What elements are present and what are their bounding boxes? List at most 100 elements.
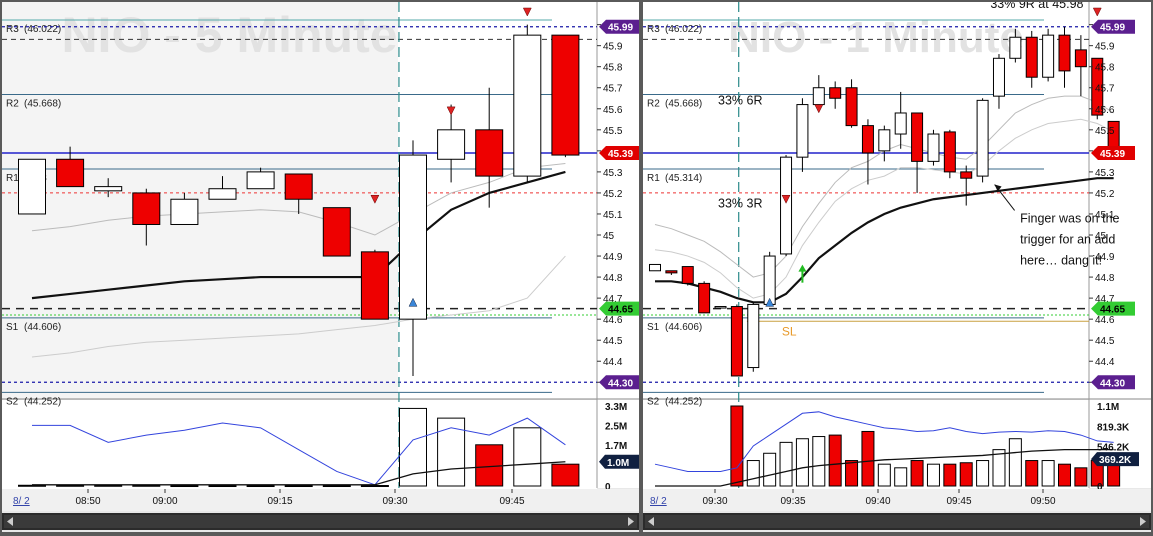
pivot-label-r2: R2 bbox=[6, 98, 19, 109]
moving-average-lower bbox=[654, 118, 1114, 299]
volume-bar-up bbox=[1008, 438, 1022, 487]
chart-panel-5-minute: NIO - 5 MinuteR3(46.022)R2(45.668)R1(45.… bbox=[2, 2, 639, 532]
volume-bar-up bbox=[992, 449, 1006, 487]
premarket-shading bbox=[2, 2, 398, 399]
candle-up bbox=[18, 158, 46, 215]
price-tick-label: 45.7 bbox=[603, 84, 623, 95]
volume-bar-up bbox=[877, 463, 891, 487]
price-tick-label: 44.4 bbox=[1095, 357, 1115, 368]
pivot-value-s1: (44.606) bbox=[24, 322, 61, 333]
chart-title-watermark: NIO - 5 Minute bbox=[61, 7, 397, 63]
volume-bar-down bbox=[551, 463, 580, 487]
volume-tick-label: 0 bbox=[1097, 482, 1103, 493]
scroll-left-icon[interactable] bbox=[7, 517, 13, 526]
price-tick-label: 45.9 bbox=[1095, 42, 1115, 53]
volume-bar-up bbox=[208, 485, 237, 488]
moving-average-main bbox=[31, 170, 566, 300]
price-tag bbox=[599, 19, 639, 34]
price-plot-area bbox=[643, 2, 1089, 399]
price-tag bbox=[1091, 19, 1135, 34]
candle-down bbox=[861, 125, 874, 154]
candle-up bbox=[992, 57, 1005, 97]
candle-up bbox=[170, 198, 199, 225]
volume-tick-label: 819.3K bbox=[1097, 422, 1130, 433]
volume-bar-up bbox=[976, 460, 990, 487]
candle-down bbox=[322, 207, 351, 257]
volume-plot-area bbox=[2, 400, 597, 491]
price-tag-label: 44.30 bbox=[608, 378, 633, 389]
buy-signal-marker bbox=[408, 297, 418, 307]
candle-up bbox=[208, 188, 237, 200]
price-tag bbox=[599, 145, 639, 160]
candle-down bbox=[960, 171, 973, 179]
pivot-value-r2: (45.668) bbox=[665, 98, 702, 109]
candle-down bbox=[681, 266, 694, 284]
candle-up bbox=[878, 129, 891, 152]
candle-down bbox=[911, 112, 924, 162]
sell-signal-marker bbox=[522, 7, 532, 17]
pivot-label-r3: R3 bbox=[6, 24, 19, 35]
pivot-value-r1: (45.314) bbox=[665, 173, 702, 184]
candle-down bbox=[360, 251, 389, 320]
price-tag bbox=[599, 301, 639, 316]
candle-up bbox=[513, 34, 542, 177]
candle-up bbox=[246, 171, 275, 190]
volume-tag bbox=[599, 454, 639, 469]
price-tag bbox=[1091, 375, 1135, 390]
price-tick-label: 44.8 bbox=[1095, 273, 1115, 284]
price-tick-label: 44.6 bbox=[603, 315, 623, 326]
candle-down bbox=[1091, 57, 1104, 116]
pivot-value-r3: (46.022) bbox=[24, 24, 61, 35]
volume-bar-down bbox=[322, 485, 351, 488]
volume-average-line bbox=[32, 461, 566, 486]
volume-tag-label: 369.2K bbox=[1099, 455, 1132, 466]
stop-loss-label: SL bbox=[782, 324, 797, 338]
candle-down bbox=[56, 158, 85, 188]
sell-signal-marker bbox=[1092, 7, 1102, 17]
scroll-right-icon[interactable] bbox=[628, 517, 634, 526]
volume-bar-down bbox=[845, 460, 859, 487]
candle-down bbox=[475, 129, 504, 177]
candle-down bbox=[1074, 49, 1087, 68]
sell-signal-marker bbox=[370, 194, 380, 204]
volume-bar-up bbox=[170, 485, 199, 488]
scroll-right-icon[interactable] bbox=[1140, 517, 1146, 526]
annotation-text: here… dang it! bbox=[1020, 253, 1102, 267]
pivot-label-s2: S2 bbox=[647, 396, 660, 407]
scrollbar-track[interactable] bbox=[645, 515, 1149, 528]
volume-bar-down bbox=[828, 434, 842, 487]
volume-tag-label: 1.0M bbox=[607, 458, 629, 469]
volume-bar-down bbox=[943, 463, 957, 487]
candle-up bbox=[812, 87, 825, 106]
price-tick-label: 45.7 bbox=[1095, 84, 1115, 95]
price-tick-label: 45.8 bbox=[603, 63, 623, 74]
candle-up bbox=[437, 129, 466, 160]
price-tick-label: 45.6 bbox=[1095, 105, 1115, 116]
volume-tick-label: 546.2K bbox=[1097, 442, 1130, 453]
entry-arrow-icon bbox=[798, 264, 807, 272]
price-tag-label: 44.65 bbox=[1100, 305, 1125, 316]
volume-bar-down bbox=[1025, 460, 1039, 487]
price-tick-label: 45.6 bbox=[603, 105, 623, 116]
price-tick-label: 44.4 bbox=[603, 357, 623, 368]
annotation-text: 33% 3R bbox=[718, 197, 762, 211]
annotation-text: Finger was on the bbox=[1020, 211, 1119, 225]
volume-bar-down bbox=[360, 485, 389, 488]
volume-bar-down bbox=[959, 462, 973, 487]
scroll-left-icon[interactable] bbox=[648, 517, 654, 526]
price-tick-label: 44.9 bbox=[1095, 252, 1115, 263]
pivot-label-r3: R3 bbox=[647, 24, 660, 35]
price-axis bbox=[597, 2, 639, 488]
pivot-label-s2: S2 bbox=[6, 396, 19, 407]
candle-up bbox=[763, 255, 776, 305]
scrollbar-track[interactable] bbox=[4, 515, 637, 528]
chart-panel-1-minute: NIO - 1 Minute R3 (46.022) R2 (45.668) R1 (45.… bbox=[643, 2, 1151, 532]
sell-signal-marker bbox=[814, 104, 824, 114]
candle-up bbox=[976, 99, 989, 177]
pivot-label-r1: R1 bbox=[6, 173, 19, 184]
volume-oscillator-line bbox=[32, 417, 566, 486]
date-label: 8/ 2 bbox=[650, 496, 667, 507]
volume-bar-up bbox=[1041, 460, 1055, 487]
volume-bar-up bbox=[779, 441, 793, 487]
pivot-label-r2: R2 bbox=[647, 98, 660, 109]
